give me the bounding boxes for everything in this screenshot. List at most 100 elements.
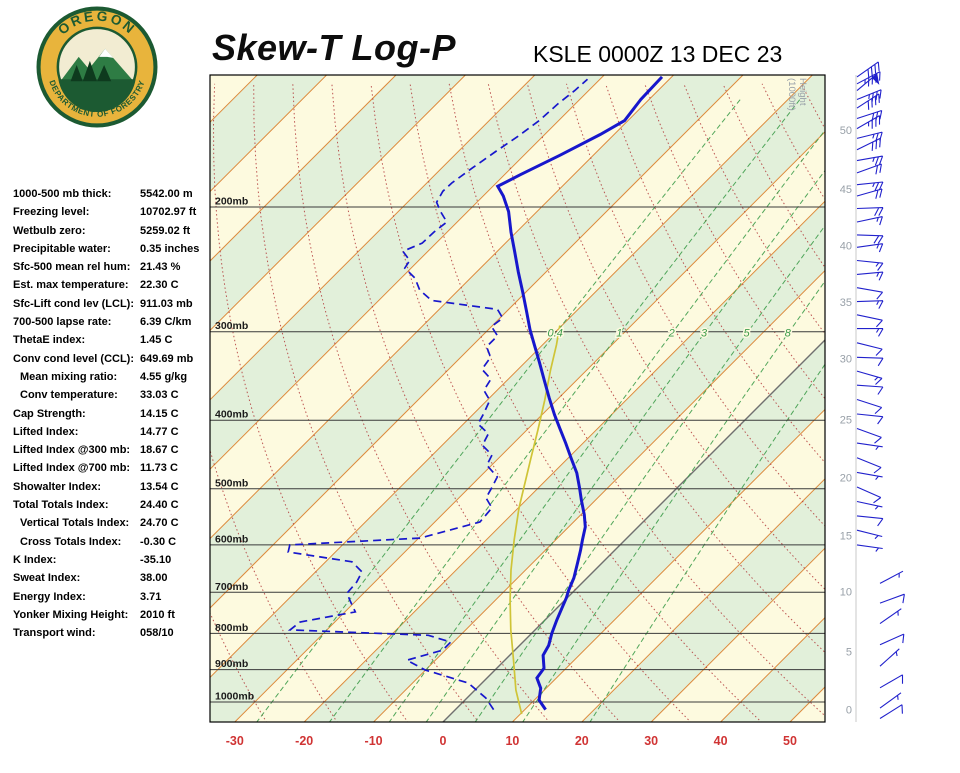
wind-barb (856, 207, 884, 216)
wind-barb (857, 328, 884, 337)
temperature-trace (495, 75, 664, 711)
snowcap-icon (99, 48, 114, 58)
wind-barb (856, 356, 884, 367)
index-row: Cap Strength: 14.15 C (13, 404, 213, 422)
index-row: Yonker Mixing Height: 2010 ft (13, 605, 213, 623)
parcel-trace (509, 325, 561, 715)
index-row: Total Totals Index: 24.40 C (13, 495, 213, 513)
wind-barb (879, 692, 902, 709)
chart-area: 200mb 300mb 400mb 500mb 600mb 700mb 800mb 900mb… (200, 40, 960, 768)
index-value: 22.30 C (140, 279, 179, 292)
index-row: Lifted Index @300 mb: 18.67 C (13, 440, 213, 458)
height-tick-label: 5 (846, 647, 852, 659)
svg-text:10: 10 (505, 734, 519, 748)
index-row: Sfc-500 mean rel hum: 21.43 % (13, 257, 213, 275)
index-row: Vertical Totals Index: 24.70 C (13, 513, 213, 531)
wind-barb (856, 216, 883, 226)
wind-barb (856, 342, 883, 356)
index-row: Energy Index: 3.71 (13, 587, 213, 605)
height-tick-label: 45 (840, 184, 852, 196)
index-label: Conv cond level (CCL): (13, 352, 135, 365)
pressure-label: 800mb (215, 622, 248, 634)
svg-text:0: 0 (440, 734, 447, 748)
index-row: Showalter Index: 13.54 C (13, 477, 213, 495)
height-tick-label: 0 (846, 704, 852, 716)
pressure-label: 400mb (215, 409, 248, 421)
plot-border (209, 74, 826, 723)
index-label: Cross Totals Index: (20, 535, 122, 548)
wind-barb (856, 370, 883, 385)
index-value: 11.73 C (140, 462, 178, 475)
wind-barb (856, 314, 883, 328)
wind-barb (856, 109, 883, 123)
pressure-label: 300mb (215, 320, 248, 332)
dewpoint-trace (287, 78, 589, 711)
index-value: 5259.02 ft (140, 224, 191, 237)
index-value: 2010 ft (140, 608, 175, 621)
mixing-ratio-lines (256, 96, 825, 722)
svg-text:1: 1 (616, 328, 622, 340)
height-tick-label: 40 (840, 240, 852, 252)
index-value: 24.70 C (140, 517, 179, 530)
wind-barb (856, 234, 884, 244)
index-value: 0.35 inches (140, 242, 200, 255)
index-row: Sfc-Lift cond lev (LCL): 911.03 mb (13, 294, 213, 312)
wind-barbs (856, 61, 905, 719)
index-row: Wetbulb zero: 5259.02 ft (13, 221, 213, 239)
svg-text:8: 8 (785, 328, 792, 340)
index-value: 649.69 mb (140, 352, 194, 365)
wind-barb (856, 243, 884, 253)
svg-text:-30: -30 (226, 734, 244, 748)
index-row: Freezing level: 10702.97 ft (13, 202, 213, 220)
index-row: Conv temperature: 33.03 C (13, 385, 213, 403)
height-tick-label: 15 (840, 531, 852, 543)
index-value: -0.30 C (140, 535, 177, 548)
temp-axis-labels: -30 -20 -10 0 10 20 30 40 50 (226, 734, 797, 748)
page-title: Skew-T Log-P (212, 27, 457, 68)
index-row: Lifted Index @700 mb: 11.73 C (13, 458, 213, 476)
index-label: 1000-500 mb thick: (13, 188, 112, 200)
trees-icon (70, 60, 112, 82)
index-label: Cap Strength: (13, 407, 86, 420)
wind-barb (856, 259, 884, 271)
index-label: Precipitable water: (13, 242, 111, 255)
index-value: 18.67 C (140, 444, 179, 457)
index-label: ThetaE index: (13, 334, 86, 347)
pressure-label: 600mb (215, 533, 248, 545)
wind-barb (856, 515, 884, 527)
index-value: 6.39 C/km (140, 316, 192, 329)
svg-text:0.4: 0.4 (548, 328, 563, 340)
index-value: 21.43 % (140, 261, 181, 274)
wind-barb (856, 287, 884, 300)
wind-barb (856, 93, 880, 110)
index-label: Lifted Index @700 mb: (13, 462, 131, 475)
height-tick-label: 10 (840, 586, 852, 598)
index-value: -35.10 (140, 553, 172, 566)
index-row: Sweat Index: 38.00 (13, 568, 213, 586)
odf-logo-svg: OREGON DEPARTMENT OF FORESTRY (36, 6, 158, 128)
skewt-chart: 200mb 300mb 400mb 500mb 600mb 700mb 800mb 900mb… (209, 61, 905, 748)
wind-barb (856, 457, 882, 474)
pressure-label: 500mb (215, 477, 248, 489)
index-value: 5542.00 m (140, 188, 193, 200)
pressure-label: 900mb (215, 658, 248, 670)
svg-text:-20: -20 (295, 734, 313, 748)
pressure-label: 200mb (215, 196, 248, 208)
wind-barb-flag (871, 73, 880, 85)
indices-panel: 1000-500 mb thick: 5542.00 m Freezing leve… (13, 184, 213, 641)
svg-text:-10: -10 (365, 734, 383, 748)
wind-barb (879, 593, 905, 604)
wind-barb (856, 486, 882, 504)
wind-barb (856, 427, 882, 444)
svg-text:2: 2 (668, 328, 675, 340)
index-row: 700-500 lapse rate: 6.39 C/km (13, 312, 213, 330)
index-label: Vertical Totals Index: (20, 517, 130, 530)
height-tick-label: 35 (840, 297, 852, 309)
index-value: 38.00 (140, 572, 168, 585)
index-label: Conv temperature: (20, 389, 118, 402)
index-value: 33.03 C (140, 389, 179, 402)
index-row: Cross Totals Index: -0.30 C (13, 532, 213, 550)
index-value: 1.45 C (140, 334, 173, 347)
